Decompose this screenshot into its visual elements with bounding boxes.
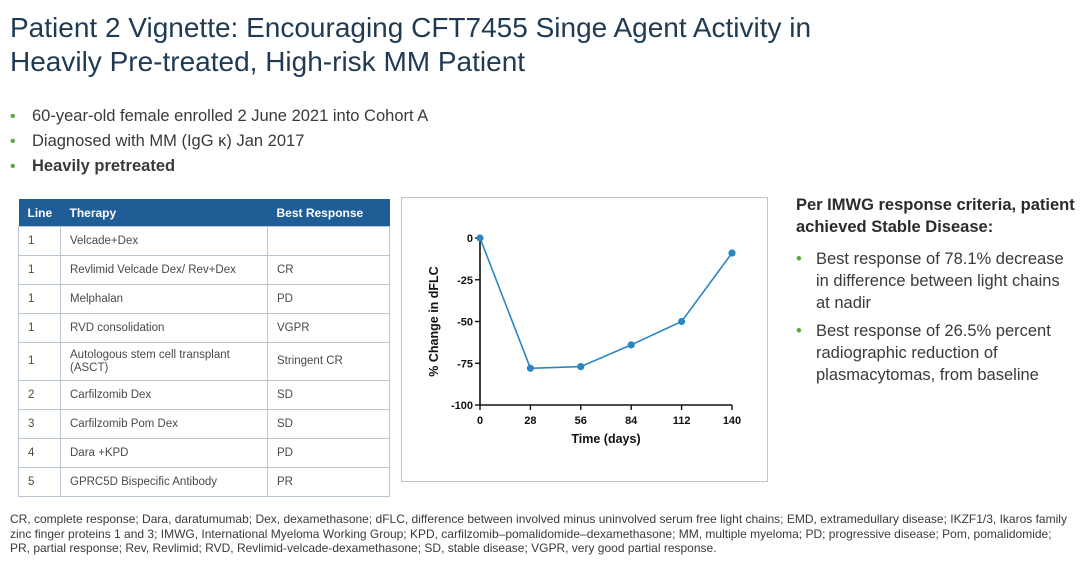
cell-response: Stringent CR xyxy=(267,342,390,381)
page-title-line-1: Patient 2 Vignette: Encouraging CFT7455 … xyxy=(10,12,812,43)
cell-response: SD xyxy=(267,380,390,410)
response-panel: Per IMWG response criteria, patient achi… xyxy=(796,194,1076,392)
data-point xyxy=(476,234,484,242)
dflc-chart-frame: 0 -25 -50 -75 -100 0 28 56 84 112 140 % Change in … xyxy=(401,197,768,482)
cell-therapy: Melphalan xyxy=(60,284,268,314)
table-row: 1 Melphalan PD xyxy=(18,284,390,314)
cell-response: PD xyxy=(267,284,390,314)
cell-line: 1 xyxy=(18,255,61,285)
cell-line: 5 xyxy=(18,467,61,497)
x-tick-label: 56 xyxy=(575,415,587,427)
y-tick-label: -100 xyxy=(451,400,473,412)
cell-line: 1 xyxy=(18,226,61,256)
page-title-line-2: Heavily Pre-treated, High-risk MM Patien… xyxy=(10,46,526,77)
table-row: 3 Carfilzomib Pom Dex SD xyxy=(18,409,390,439)
abbreviations-footnote: CR, complete response; Dara, daratumumab… xyxy=(10,512,1067,555)
table-row: 1 Revlimid Velcade Dex/ Rev+Dex CR xyxy=(18,255,390,285)
bullet-dot-icon: • xyxy=(10,108,16,125)
y-tick-label: -25 xyxy=(457,275,473,287)
cell-line: 1 xyxy=(18,342,61,381)
bullet-dot-icon: • xyxy=(796,250,802,268)
cell-therapy: Dara +KPD xyxy=(60,438,268,468)
table-row: 1 Autologous stem cell transplant (ASCT)… xyxy=(18,342,390,381)
therapy-table: Line Therapy Best Response 1 Velcade+Dex… xyxy=(18,199,390,497)
y-tick-label: 0 xyxy=(467,233,473,245)
cell-response: SD xyxy=(267,409,390,439)
cell-response xyxy=(267,226,390,256)
cell-line: 4 xyxy=(18,438,61,468)
patient-bullets: • 60-year-old female enrolled 2 June 2021… xyxy=(10,104,428,179)
chart-ticks: 0 -25 -50 -75 -100 0 28 56 84 112 140 xyxy=(451,233,741,427)
cell-therapy: GPRC5D Bispecific Antibody xyxy=(60,467,268,497)
series-line xyxy=(479,237,733,370)
response-list: • Best response of 78.1% decrease in diff… xyxy=(796,248,1076,386)
response-item: • Best response of 26.5% percent radiogra… xyxy=(796,322,1051,384)
cell-line: 1 xyxy=(18,313,61,343)
page-title: Patient 2 Vignette: Encouraging CFT7455 … xyxy=(10,11,1070,79)
x-tick-label: 140 xyxy=(723,415,741,427)
response-heading: Per IMWG response criteria, patient achi… xyxy=(796,196,1075,236)
table-row: 2 Carfilzomib Dex SD xyxy=(18,380,390,410)
y-tick-label: -75 xyxy=(457,358,473,370)
cell-therapy: Autologous stem cell transplant (ASCT) xyxy=(60,342,268,381)
table-row: 5 GPRC5D Bispecific Antibody PR xyxy=(18,467,390,497)
table-row: 4 Dara +KPD PD xyxy=(18,438,390,468)
bullet-item: • 60-year-old female enrolled 2 June 2021… xyxy=(10,104,428,129)
data-point xyxy=(728,249,736,257)
x-tick-label: 28 xyxy=(524,415,536,427)
dflc-line-chart: 0 -25 -50 -75 -100 0 28 56 84 112 140 % Change in … xyxy=(427,233,741,446)
cell-therapy: RVD consolidation xyxy=(60,313,268,343)
cell-response: VGPR xyxy=(267,313,390,343)
cell-line: 1 xyxy=(18,284,61,314)
column-header-therapy: Therapy xyxy=(60,199,268,227)
cell-therapy: Carfilzomib Pom Dex xyxy=(60,409,268,439)
column-header-best-response: Best Response xyxy=(267,199,390,227)
data-point xyxy=(526,364,534,372)
bullet-dot-icon: • xyxy=(10,158,16,175)
bullet-item: • Diagnosed with MM (IgG κ) Jan 2017 xyxy=(10,129,428,154)
x-axis-label: Time (days) xyxy=(571,432,640,446)
table-row: 1 RVD consolidation VGPR xyxy=(18,313,390,343)
cell-response: PR xyxy=(267,467,390,497)
cell-response: CR xyxy=(267,255,390,285)
data-point xyxy=(577,362,585,371)
chart-points xyxy=(476,234,736,372)
chart-axes xyxy=(479,238,732,406)
data-point xyxy=(678,317,686,326)
cell-response: PD xyxy=(267,438,390,468)
table-row: 1 Velcade+Dex xyxy=(18,226,390,256)
data-point xyxy=(627,341,635,349)
cell-therapy: Revlimid Velcade Dex/ Rev+Dex xyxy=(60,255,268,285)
x-tick-label: 84 xyxy=(625,415,638,427)
column-header-line: Line xyxy=(18,199,61,227)
x-tick-label: 112 xyxy=(673,415,691,427)
cell-line: 3 xyxy=(18,409,61,439)
bullet-dot-icon: • xyxy=(10,133,16,150)
bullet-dot-icon: • xyxy=(796,322,802,340)
x-tick-label: 0 xyxy=(477,415,483,427)
response-item: • Best response of 78.1% decrease in diff… xyxy=(796,250,1064,312)
table-header-row: Line Therapy Best Response xyxy=(18,199,390,227)
cell-therapy: Velcade+Dex xyxy=(60,226,268,256)
bullet-item: • Heavily pretreated xyxy=(10,154,428,179)
cell-therapy: Carfilzomib Dex xyxy=(60,380,268,410)
y-axis-label: % Change in dFLC xyxy=(427,266,441,376)
y-tick-label: -50 xyxy=(457,317,473,329)
cell-line: 2 xyxy=(18,380,61,410)
